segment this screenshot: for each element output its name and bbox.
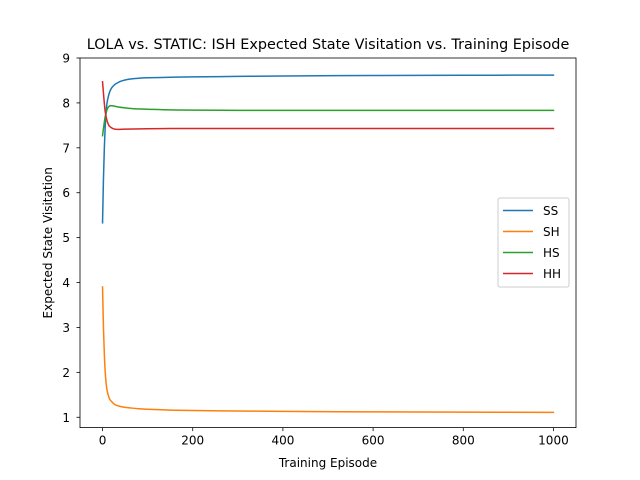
series-line-hs	[101, 104, 555, 137]
legend: SS SH HS HH	[497, 197, 570, 288]
plot-frame	[79, 57, 577, 429]
series-line-sh	[101, 286, 555, 414]
y-tick-label: 1	[62, 411, 70, 425]
legend-items: SS SH HS HH	[503, 204, 561, 281]
series-line-hh	[101, 80, 555, 131]
y-tick-label: 3	[62, 321, 70, 335]
x-tick-label: 1000	[538, 434, 569, 448]
legend-label-hh: HH	[543, 267, 561, 281]
x-axis: 0 200 400 600 800 1000	[99, 427, 569, 448]
x-tick-label: 0	[99, 434, 107, 448]
y-tick-label: 2	[62, 366, 70, 380]
x-tick-label: 400	[271, 434, 294, 448]
series-line-ss	[101, 74, 555, 224]
y-tick-label: 7	[62, 141, 70, 155]
x-tick-label: 800	[452, 434, 475, 448]
series-layer	[101, 74, 555, 414]
y-tick-label: 5	[62, 231, 70, 245]
x-tick-label: 200	[181, 434, 204, 448]
legend-label-ss: SS	[543, 204, 558, 218]
y-tick-label: 9	[62, 52, 70, 66]
y-axis-label: Expected State Visitation	[41, 167, 55, 318]
y-axis: 1 2 3 4 5 6 7 8 9	[62, 52, 80, 425]
x-axis-label: Training Episode	[278, 456, 377, 470]
legend-frame	[497, 197, 570, 288]
legend-label-sh: SH	[543, 225, 560, 239]
legend-label-hs: HS	[543, 246, 560, 260]
y-tick-label: 4	[62, 276, 70, 290]
x-tick-label: 600	[362, 434, 385, 448]
y-tick-label: 6	[62, 186, 70, 200]
chart-title: LOLA vs. STATIC: ISH Expected State Visi…	[87, 37, 570, 53]
y-tick-label: 8	[62, 96, 70, 110]
